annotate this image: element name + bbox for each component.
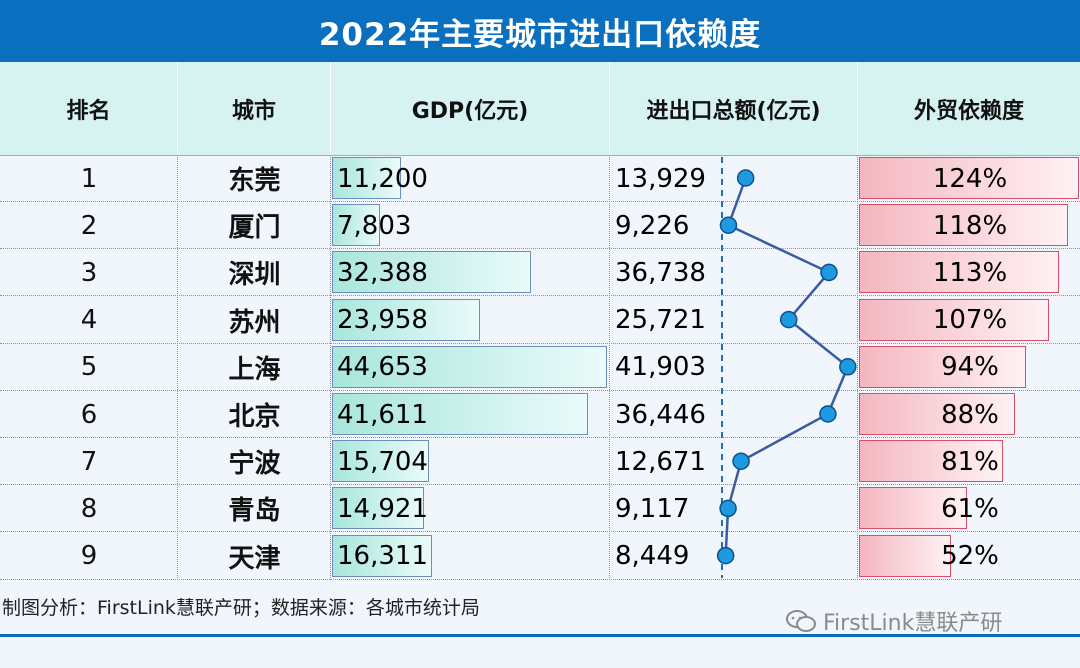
gdp-value: 44,653	[337, 352, 428, 383]
table-row: 3 深圳 32,388 36,738 113%	[0, 249, 1080, 297]
rank-cell: 9	[80, 541, 98, 572]
trade-value: 13,929	[615, 163, 706, 194]
city-cell: 青岛	[228, 496, 281, 527]
trade-point	[820, 263, 838, 282]
column-divider	[330, 155, 331, 580]
gdp-bar	[332, 487, 424, 530]
trade-series-line	[724, 177, 850, 556]
dependence-bar	[859, 487, 968, 530]
trade-point	[819, 405, 837, 423]
dependence-value: 88%	[941, 399, 999, 430]
city-cell: 苏州	[228, 307, 281, 338]
table-row: 5 上海 44,653 41,903 94%	[0, 344, 1080, 391]
column-divider	[177, 155, 178, 580]
dependence-bar	[859, 157, 1079, 199]
gdp-bar	[332, 440, 429, 483]
dependence-bar	[859, 345, 1026, 388]
gdp-value: 41,611	[337, 399, 428, 430]
rank-cell: 1	[80, 163, 98, 194]
gdp-value: 16,311	[337, 541, 428, 572]
rank-cell: 3	[80, 257, 98, 288]
table-row: 7 宁波 15,704 12,671 81%	[0, 438, 1080, 486]
dependence-value: 107%	[932, 305, 1008, 336]
trade-value: 12,671	[615, 446, 706, 477]
rank-cell: 4	[80, 305, 98, 336]
table-row: 2 厦门 7,803 9,226 118%	[0, 202, 1080, 250]
table-row: 8 青岛 14,921 9,117 61%	[0, 485, 1080, 533]
dependence-value: 113%	[932, 257, 1008, 288]
city-cell: 北京	[228, 402, 281, 432]
dependence-bar	[859, 534, 952, 577]
gdp-bar	[332, 534, 433, 577]
trade-value: 41,903	[615, 352, 706, 383]
gdp-bar	[332, 298, 480, 341]
gdp-bar	[332, 393, 589, 435]
trade-point	[779, 310, 798, 329]
dependence-value: 94%	[941, 352, 999, 383]
table-row: 1 东莞 11,200 13,929 124%	[0, 155, 1080, 202]
trade-point	[732, 452, 750, 470]
table-row: 6 北京 41,611 36,446 88%	[0, 391, 1080, 438]
dependence-value: 81%	[941, 446, 999, 477]
trade-point	[716, 546, 735, 565]
trade-point	[719, 216, 738, 234]
city-cell: 厦门	[228, 213, 281, 244]
dependence-bar	[859, 393, 1016, 435]
city-cell: 宁波	[228, 449, 281, 480]
chart-title: 2022年主要城市进出口依赖度	[0, 0, 1080, 62]
bottom-rule	[0, 634, 1080, 637]
city-cell: 深圳	[228, 260, 281, 291]
gdp-bar	[332, 345, 607, 388]
header-city: 城市	[178, 62, 331, 155]
dependence-value: 124%	[932, 163, 1008, 194]
rank-cell: 5	[80, 352, 98, 383]
trade-value: 25,721	[615, 305, 706, 336]
gdp-bar	[332, 204, 381, 247]
gdp-value: 15,704	[337, 446, 428, 477]
dependence-bar	[859, 251, 1060, 294]
city-cell: 天津	[228, 543, 281, 574]
header-trade: 进出口总额(亿元)	[610, 62, 858, 155]
trade-point	[719, 499, 737, 518]
wechat-icon	[786, 610, 816, 632]
watermark-text: FirstLink慧联产研	[823, 611, 1003, 636]
gdp-value: 32,388	[337, 257, 428, 288]
table-header: 排名 城市 GDP(亿元) 进出口总额(亿元) 外贸依赖度	[0, 62, 1080, 156]
trade-value: 36,446	[615, 399, 706, 430]
column-divider	[609, 155, 610, 580]
header-rank: 排名	[0, 62, 178, 155]
gdp-value: 11,200	[337, 163, 428, 194]
source-note: 制图分析：FirstLink慧联产研；数据来源：各城市统计局	[2, 597, 480, 619]
rank-cell: 6	[80, 399, 98, 430]
trade-point	[736, 169, 755, 187]
table-row: 9 天津 16,311 8,449 52%	[0, 533, 1080, 580]
gdp-value: 23,958	[337, 305, 428, 336]
gdp-bar	[332, 157, 401, 199]
rank-cell: 8	[80, 493, 98, 524]
gdp-bar	[332, 251, 532, 294]
dependence-bar	[859, 204, 1069, 247]
dependence-bar	[859, 440, 1003, 483]
dependence-value: 61%	[941, 493, 999, 524]
column-divider	[857, 155, 858, 580]
trade-point	[839, 358, 857, 376]
dependence-bar	[859, 298, 1049, 341]
watermark: FirstLink慧联产研	[785, 605, 1002, 637]
header-gdp: GDP(亿元)	[331, 62, 610, 155]
trade-value: 36,738	[615, 257, 706, 288]
rank-cell: 7	[80, 446, 98, 477]
trade-value: 9,117	[615, 493, 690, 524]
dependence-value: 118%	[932, 210, 1008, 241]
trade-value: 9,226	[615, 210, 690, 241]
gdp-value: 14,921	[337, 493, 428, 524]
trade-value: 8,449	[615, 541, 690, 572]
gdp-value: 7,803	[337, 210, 412, 241]
dependence-value: 52%	[941, 541, 999, 572]
table-row: 4 苏州 23,958 25,721 107%	[0, 297, 1080, 344]
city-cell: 上海	[228, 354, 281, 385]
city-cell: 东莞	[228, 166, 281, 196]
rank-cell: 2	[80, 210, 98, 241]
header-dependence: 外贸依赖度	[913, 98, 1024, 124]
